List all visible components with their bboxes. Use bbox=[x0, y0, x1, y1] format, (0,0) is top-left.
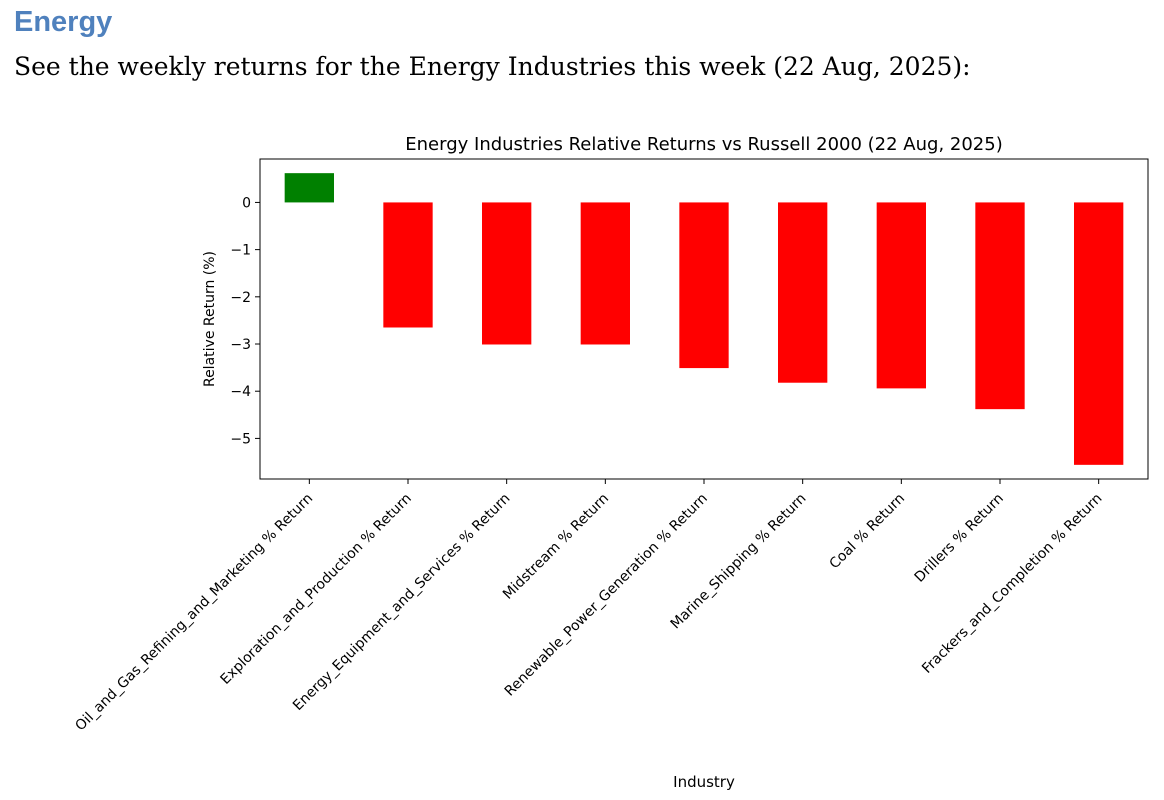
chart-title: Energy Industries Relative Returns vs Ru… bbox=[405, 134, 1002, 155]
x-tick-label: Energy_Equipment_and_Services % Return bbox=[290, 491, 513, 714]
x-tick-label: Coal % Return bbox=[827, 491, 909, 573]
x-tick-label: Drillers % Return bbox=[912, 491, 1007, 586]
bar-8 bbox=[1074, 202, 1124, 465]
y-tick-label: 0 bbox=[242, 195, 251, 211]
y-tick-label: −5 bbox=[230, 431, 251, 447]
bar-5 bbox=[778, 202, 828, 383]
bar-4 bbox=[679, 202, 729, 369]
y-tick-label: −3 bbox=[230, 337, 251, 353]
bar-1 bbox=[383, 202, 433, 328]
y-tick-label: −2 bbox=[230, 290, 251, 306]
bar-6 bbox=[876, 202, 926, 389]
x-tick-label: Oil_and_Gas_Refining_and_Marketing % Ret… bbox=[72, 491, 316, 735]
bar-3 bbox=[580, 202, 630, 345]
bar-7 bbox=[975, 202, 1025, 410]
y-axis: 0 −1 −2 −3 −4 −5 bbox=[230, 195, 260, 447]
x-axis-label: Industry bbox=[673, 773, 735, 791]
bars-group bbox=[284, 173, 1124, 465]
y-tick-label: −1 bbox=[230, 243, 251, 259]
section-heading: Energy bbox=[14, 6, 113, 38]
bar-0 bbox=[284, 173, 334, 203]
x-tick-label: Frackers_and_Completion % Return bbox=[919, 491, 1105, 677]
y-tick-label: −4 bbox=[230, 384, 251, 400]
x-tick-label: Midstream % Return bbox=[500, 491, 612, 603]
bar-2 bbox=[482, 202, 532, 345]
x-tick-label: Exploration_and_Production % Return bbox=[217, 491, 414, 688]
y-axis-label: Relative Return (%) bbox=[202, 251, 218, 387]
x-tick-label: Renewable_Power_Generation % Return bbox=[502, 491, 711, 700]
intro-text: See the weekly returns for the Energy In… bbox=[14, 52, 971, 81]
x-axis: Oil_and_Gas_Refining_and_Marketing % Ret… bbox=[72, 479, 1105, 734]
